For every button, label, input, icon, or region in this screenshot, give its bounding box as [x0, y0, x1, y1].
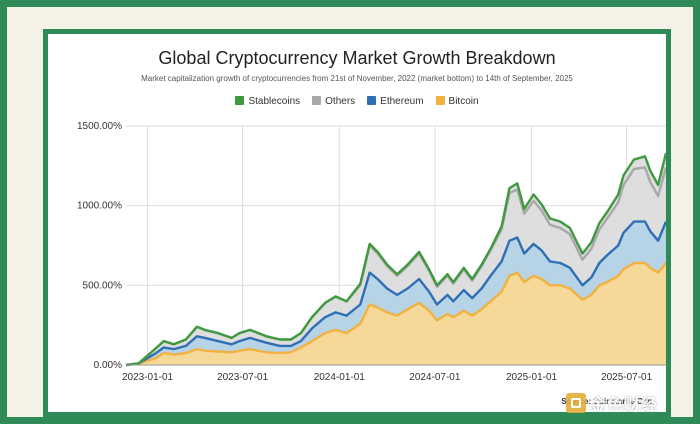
legend-swatch	[235, 96, 245, 105]
watermark-icon	[566, 393, 586, 413]
line-ethereum	[125, 220, 666, 367]
y-tick-label: 1000.00%	[77, 201, 122, 212]
x-tick-label: 2025-07-01	[601, 372, 653, 383]
x-tick-label: 2025-01-01	[506, 372, 558, 383]
legend-label: Stablecoins	[248, 96, 301, 107]
y-tick-label: 0.00%	[94, 360, 122, 371]
legend-swatch	[367, 96, 377, 105]
watermark-logo: 金色财经	[566, 388, 696, 418]
chart-card: Global Cryptocurrency Market Growth Brea…	[43, 29, 671, 417]
watermark-text: 金色财经	[590, 397, 659, 414]
legend-item-stablecoins[interactable]: Stablecoins	[235, 96, 300, 107]
x-tick-label: 2024-01-01	[314, 372, 366, 383]
y-tick-label: 1500.00%	[77, 121, 122, 132]
x-tick-label: 2023-01-01	[122, 372, 174, 383]
legend-label: Ethereum	[380, 96, 424, 107]
chart-title: Global Cryptocurrency Market Growth Brea…	[158, 48, 556, 68]
chart-legend: Stablecoins Others Ethereum Bitcoin	[48, 96, 666, 107]
chart-plot: 0.00% 500.00% 1000.00% 1500.00% 2023-01-01 20…	[77, 121, 666, 383]
legend-item-ethereum[interactable]: Ethereum	[367, 96, 424, 107]
area-bitcoin	[126, 263, 666, 365]
legend-item-others[interactable]: Others	[312, 96, 355, 107]
legend-label: Bitcoin	[448, 96, 479, 107]
legend-label: Others	[325, 96, 356, 107]
line-bitcoin	[125, 261, 666, 367]
chart-source: Source: CoinMarketCap	[561, 397, 652, 406]
legend-swatch	[435, 96, 445, 105]
x-tick-label: 2023-07-01	[217, 372, 269, 383]
line-stablecoins	[125, 152, 666, 367]
legend-item-bitcoin[interactable]: Bitcoin	[435, 96, 479, 107]
x-tick-label: 2024-07-01	[409, 372, 461, 383]
chart-subtitle: Market capitalization growth of cryptocu…	[141, 74, 573, 83]
y-tick-label: 500.00%	[83, 280, 123, 291]
legend-swatch	[312, 96, 322, 105]
